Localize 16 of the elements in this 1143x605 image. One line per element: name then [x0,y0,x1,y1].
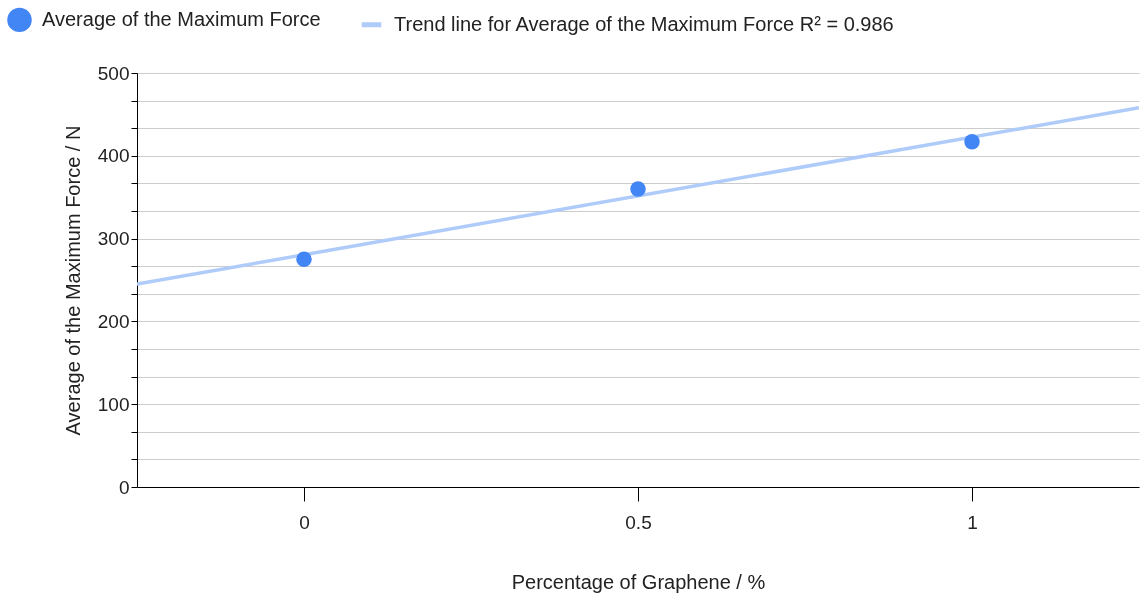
legend-label: Average of the Maximum Force [42,7,321,30]
y-tick-label: 100 [97,393,130,415]
y-tick-label: 500 [97,62,130,84]
legend-label: Trend line for Average of the Maximum Force R² = 0.986 [394,12,894,35]
point [630,181,646,197]
y-axis-title: Average of the Maximum Force / N [61,125,84,436]
y-tick-label: 300 [97,228,130,250]
x-tick-label: 1 [967,511,978,533]
x-tick-label: 0.5 [625,511,652,533]
y-tick-label: 200 [97,310,130,332]
point [296,251,312,268]
point [964,133,980,150]
y-tick-label: 400 [97,145,130,167]
y-tick-label: 0 [118,476,130,498]
x-tick-label: 0 [299,511,310,533]
x-axis-title: Percentage of Graphene / % [511,570,766,593]
